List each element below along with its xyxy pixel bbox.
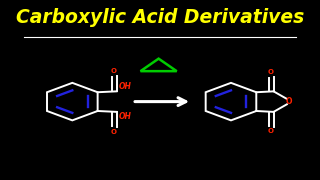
Text: O: O [286,97,292,106]
Text: OH: OH [119,112,132,121]
Text: O: O [268,69,274,75]
Text: OH: OH [119,82,132,91]
Text: O: O [111,68,117,74]
Text: Carboxylic Acid Derivatives: Carboxylic Acid Derivatives [16,8,304,27]
Text: O: O [111,129,117,135]
Text: O: O [268,128,274,134]
